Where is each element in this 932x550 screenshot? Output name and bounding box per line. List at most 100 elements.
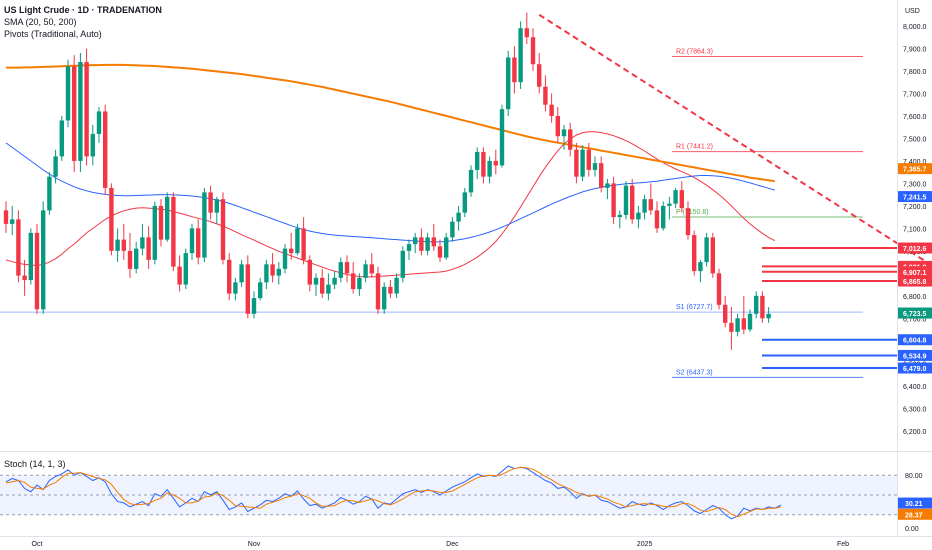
time-tick-label: Oct: [32, 541, 43, 548]
candle: [47, 176, 52, 211]
candle: [84, 61, 89, 157]
candle: [481, 151, 486, 177]
candle: [41, 210, 46, 310]
candle: [493, 160, 498, 166]
price-tick-label: 7,300.0: [903, 181, 926, 188]
candle: [239, 264, 244, 283]
price-tick-label: 7,400.0: [903, 159, 926, 166]
candle: [537, 64, 542, 87]
candle: [332, 277, 337, 285]
downtrend-line: [538, 13, 932, 267]
candle: [270, 264, 275, 276]
candle: [685, 208, 691, 236]
candle: [425, 237, 430, 251]
price-label-box: [898, 275, 932, 287]
price-tick-label: 6,400.0: [903, 384, 926, 391]
legend-pivots[interactable]: Pivots (Traditional, Auto): [4, 29, 102, 39]
candle: [53, 156, 58, 177]
price-pane[interactable]: R2 (7864.3) R1 (7441.2) P (7150.8) S1 (6727…: [0, 12, 932, 452]
currency-label: USD: [905, 8, 920, 15]
candle: [561, 129, 567, 137]
stoch-value-box: [898, 508, 932, 520]
candle: [320, 277, 325, 294]
candle: [623, 185, 629, 215]
candle: [437, 246, 443, 258]
candle: [183, 253, 188, 285]
candle: [369, 264, 374, 274]
candle: [574, 149, 579, 177]
candle: [642, 199, 647, 213]
pane-divider: [0, 451, 932, 452]
candle: [158, 205, 164, 240]
stoch-legend[interactable]: Stoch (14, 1, 3): [4, 459, 66, 469]
price-label-box: [898, 307, 932, 319]
legend-title[interactable]: US Light Crude · 1D · TRADENATION: [4, 5, 162, 15]
candle: [388, 286, 393, 294]
candle: [468, 169, 474, 193]
price-label: 7,012.6: [903, 246, 926, 253]
price-label: 7,365.7: [903, 167, 926, 174]
candle: [115, 239, 120, 251]
candle: [171, 196, 176, 267]
candle: [140, 237, 145, 249]
candle: [766, 313, 771, 319]
sma-line-sma-50: [5, 142, 775, 243]
candle: [289, 248, 294, 254]
candle: [611, 183, 616, 218]
sma-line-sma-200: [6, 63, 775, 183]
candle: [673, 190, 678, 204]
candle: [406, 244, 412, 251]
pivot-label: S1 (6727.7): [676, 304, 713, 311]
candle: [723, 304, 728, 323]
price-tick-label: 6,200.0: [903, 429, 926, 436]
candle: [72, 66, 77, 161]
candle: [109, 187, 114, 251]
price-label-box: [898, 163, 932, 175]
price-label: 6,907.1: [903, 270, 926, 277]
candle: [444, 237, 449, 258]
price-tick-label: 7,500.0: [903, 136, 926, 143]
stoch-tick-label: 80.00: [905, 473, 923, 480]
stoch-value-label: 30.21: [905, 501, 923, 508]
candle: [121, 239, 126, 251]
candle: [698, 262, 703, 272]
candle: [487, 160, 492, 177]
stoch-d-line: [5, 466, 782, 518]
time-axis[interactable]: OctNovDec2025FebMarApr: [0, 536, 932, 548]
candle: [630, 185, 635, 220]
candle: [227, 259, 232, 294]
price-label-box: [898, 334, 932, 346]
candle: [506, 57, 511, 110]
candle: [754, 295, 759, 314]
stochastic-pane[interactable]: [0, 465, 897, 520]
candle: [264, 264, 269, 283]
time-tick-label: 2025: [637, 541, 653, 548]
candle: [636, 212, 641, 220]
candle: [65, 66, 71, 121]
candle: [679, 190, 684, 209]
legend-sma[interactable]: SMA (20, 50, 200): [4, 17, 77, 27]
price-axis[interactable]: USD 8,000.0 7,900.0 7,800.0 7,700.0 7,600.0 7,…: [897, 0, 932, 537]
candle: [177, 266, 182, 285]
candle: [90, 133, 95, 157]
stoch-band: [0, 475, 897, 515]
price-label: 6,534.9: [903, 353, 926, 360]
candle: [692, 235, 697, 272]
candle: [276, 268, 281, 276]
candle: [661, 205, 666, 229]
candle: [530, 37, 536, 65]
price-tick-label: 6,300.0: [903, 406, 926, 413]
candle: [357, 277, 362, 290]
candle: [617, 214, 622, 218]
candle: [127, 250, 133, 269]
price-tick-label: 7,800.0: [903, 69, 926, 76]
candle: [363, 264, 368, 278]
candle: [605, 183, 610, 188]
candle: [344, 262, 350, 274]
candle: [251, 298, 257, 314]
candle: [208, 192, 213, 213]
candle: [326, 284, 331, 294]
chart-legend: US Light Crude · 1D · TRADENATION SMA (2…: [4, 4, 162, 40]
candle: [549, 104, 554, 116]
